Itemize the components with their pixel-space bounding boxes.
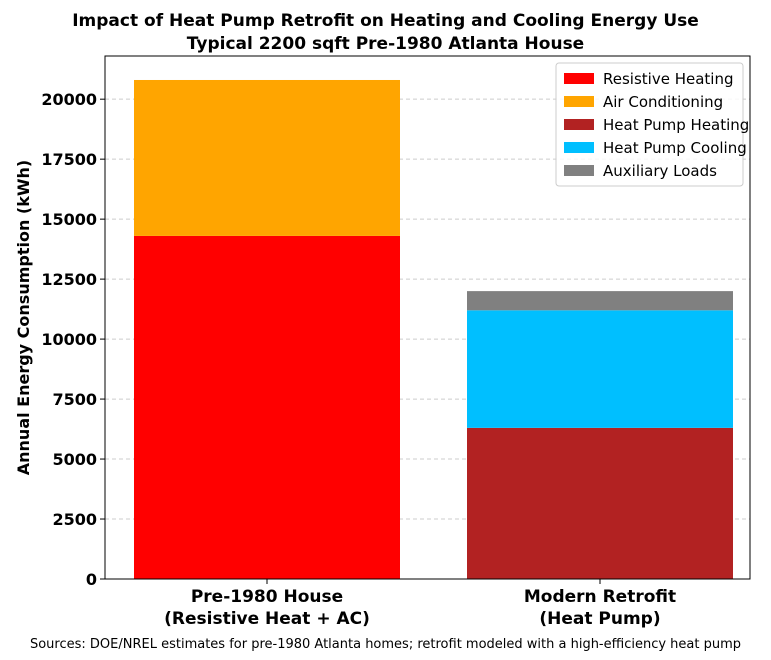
y-tick-label: 20000 [41, 90, 97, 109]
bar-segment-heat-pump-cooling [467, 310, 733, 428]
chart-subtitle: Typical 2200 sqft Pre-1980 Atlanta House [186, 34, 585, 54]
legend-label: Auxiliary Loads [603, 162, 717, 180]
y-tick-label: 15000 [41, 210, 97, 229]
y-tick-label: 12500 [41, 270, 97, 289]
legend-label: Resistive Heating [603, 70, 733, 88]
legend-label: Heat Pump Heating [603, 116, 749, 134]
legend-swatch [564, 96, 594, 107]
legend-box [555, 62, 744, 187]
y-tick-label: 17500 [41, 150, 97, 169]
x-category-label: (Resistive Heat + AC) [164, 609, 370, 629]
x-category-label: (Heat Pump) [539, 609, 660, 629]
legend-swatch [564, 119, 594, 130]
x-category-label: Modern Retrofit [524, 587, 676, 607]
plot-frame [104, 55, 751, 580]
y-tick-label: 2500 [52, 510, 97, 529]
y-tick-label: 7500 [52, 390, 97, 409]
legend-swatch [564, 142, 594, 153]
source-note: Sources: DOE/NREL estimates for pre-1980… [29, 637, 742, 652]
legend-swatch [564, 73, 594, 84]
x-category-label: Pre-1980 House [191, 587, 343, 607]
legend-label: Heat Pump Cooling [603, 139, 747, 157]
bar-segment-resistive-heating [134, 235, 400, 579]
y-tick-label: 5000 [52, 450, 97, 469]
bar-segment-heat-pump-heating [467, 427, 733, 579]
bar-segment-air-conditioning [134, 79, 400, 236]
legend-swatch [564, 165, 594, 176]
y-axis-label: Annual Energy Consumption (kWh) [14, 160, 33, 475]
y-tick-label: 0 [86, 570, 97, 589]
chart-title: Impact of Heat Pump Retrofit on Heating … [72, 11, 699, 31]
y-tick-label: 10000 [41, 330, 97, 349]
legend-label: Air Conditioning [603, 93, 723, 111]
bar-segment-auxiliary-loads [467, 291, 733, 311]
